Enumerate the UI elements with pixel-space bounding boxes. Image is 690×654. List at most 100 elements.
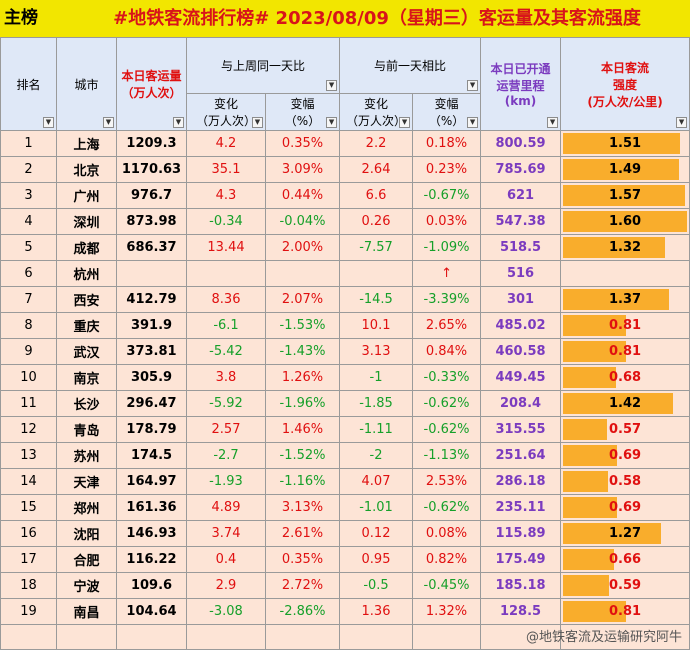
city-cell[interactable]: 西安 [56, 286, 117, 313]
city-cell[interactable]: 北京 [56, 156, 117, 183]
city-cell[interactable]: 上海 [56, 130, 117, 157]
rank-cell[interactable]: 2 [0, 156, 57, 183]
volume-cell[interactable]: 373.81 [116, 338, 187, 365]
mileage-cell[interactable]: 621 [480, 182, 562, 209]
filter-dropdown-icon[interactable]: ▼ [173, 117, 184, 128]
day-pct-cell[interactable]: 0.18% [412, 130, 482, 157]
rank-cell[interactable]: 14 [0, 468, 57, 495]
day-change-cell[interactable]: -14.5 [339, 286, 414, 313]
header-week-group[interactable]: 与上周同一天比 ▼ [185, 37, 341, 94]
day-change-cell[interactable]: 0.12 [339, 520, 414, 547]
rank-cell[interactable]: 7 [0, 286, 57, 313]
mileage-cell[interactable]: 175.49 [480, 546, 562, 573]
mileage-cell[interactable]: 301 [480, 286, 562, 313]
week-pct-cell[interactable]: 2.61% [264, 520, 341, 547]
city-cell[interactable]: 南昌 [56, 598, 117, 625]
day-pct-cell[interactable]: -1.09% [412, 234, 482, 261]
volume-cell[interactable]: 391.9 [116, 312, 187, 339]
table-cell-empty[interactable] [0, 624, 57, 650]
week-change-cell[interactable]: -3.08 [186, 598, 266, 625]
intensity-cell[interactable]: 0.81 [560, 598, 690, 625]
table-cell-empty[interactable] [264, 624, 341, 650]
day-pct-cell[interactable]: -0.62% [412, 390, 482, 417]
week-change-cell[interactable]: -5.42 [186, 338, 266, 365]
table-cell-empty[interactable] [480, 624, 562, 650]
week-pct-cell[interactable]: 2.72% [264, 572, 341, 599]
rank-cell[interactable]: 15 [0, 494, 57, 521]
intensity-cell[interactable]: 0.69 [560, 442, 690, 469]
city-cell[interactable]: 沈阳 [56, 520, 117, 547]
day-change-cell[interactable]: 1.36 [339, 598, 414, 625]
filter-dropdown-icon[interactable]: ▼ [103, 117, 114, 128]
day-change-cell[interactable]: 6.6 [339, 182, 414, 209]
week-pct-cell[interactable]: 1.26% [264, 364, 341, 391]
filter-dropdown-icon[interactable]: ▼ [252, 117, 263, 128]
city-cell[interactable]: 天津 [56, 468, 117, 495]
week-change-cell[interactable]: 2.9 [186, 572, 266, 599]
week-pct-cell[interactable] [264, 260, 341, 287]
week-pct-cell[interactable]: -0.04% [264, 208, 341, 235]
header-rank[interactable]: 排名 ▼ [0, 37, 57, 131]
rank-cell[interactable]: 19 [0, 598, 57, 625]
week-change-cell[interactable]: 4.2 [186, 130, 266, 157]
mileage-cell[interactable]: 315.55 [480, 416, 562, 443]
day-pct-cell[interactable]: -1.13% [412, 442, 482, 469]
week-change-cell[interactable]: 4.3 [186, 182, 266, 209]
week-pct-cell[interactable]: 0.44% [264, 182, 341, 209]
week-change-cell[interactable]: 4.89 [186, 494, 266, 521]
day-pct-cell[interactable]: -0.45% [412, 572, 482, 599]
week-pct-cell[interactable]: 0.35% [264, 546, 341, 573]
week-change-cell[interactable]: -6.1 [186, 312, 266, 339]
header-week-pct[interactable]: 变幅 （%） ▼ [264, 93, 341, 131]
day-pct-cell[interactable]: 2.53% [412, 468, 482, 495]
week-pct-cell[interactable]: 2.00% [264, 234, 341, 261]
rank-cell[interactable]: 18 [0, 572, 57, 599]
rank-cell[interactable]: 10 [0, 364, 57, 391]
day-pct-cell[interactable]: -0.62% [412, 416, 482, 443]
week-change-cell[interactable]: 3.74 [186, 520, 266, 547]
week-pct-cell[interactable]: -1.52% [264, 442, 341, 469]
volume-cell[interactable]: 1209.3 [116, 130, 187, 157]
week-change-cell[interactable]: 8.36 [186, 286, 266, 313]
day-change-cell[interactable]: 2.2 [339, 130, 414, 157]
week-change-cell[interactable]: -0.34 [186, 208, 266, 235]
city-cell[interactable]: 武汉 [56, 338, 117, 365]
mileage-cell[interactable]: 485.02 [480, 312, 562, 339]
city-cell[interactable]: 长沙 [56, 390, 117, 417]
intensity-cell[interactable]: 1.37 [560, 286, 690, 313]
week-change-cell[interactable]: 3.8 [186, 364, 266, 391]
intensity-cell[interactable]: 0.69 [560, 494, 690, 521]
table-cell-empty[interactable] [560, 624, 690, 650]
intensity-cell[interactable]: 1.51 [560, 130, 690, 157]
day-change-cell[interactable]: 0.26 [339, 208, 414, 235]
filter-dropdown-icon[interactable]: ▼ [467, 117, 479, 128]
filter-dropdown-icon[interactable]: ▼ [326, 117, 338, 128]
day-change-cell[interactable]: -1.85 [339, 390, 414, 417]
day-change-cell[interactable]: -1.11 [339, 416, 414, 443]
header-week-change[interactable]: 变化 （万人次） ▼ [186, 93, 266, 131]
volume-cell[interactable]: 161.36 [116, 494, 187, 521]
intensity-cell[interactable]: 0.58 [560, 468, 690, 495]
day-pct-cell[interactable]: ↑ [412, 260, 482, 287]
city-cell[interactable]: 苏州 [56, 442, 117, 469]
volume-cell[interactable]: 174.5 [116, 442, 187, 469]
day-change-cell[interactable]: -1 [339, 364, 414, 391]
day-pct-cell[interactable]: 2.65% [412, 312, 482, 339]
day-pct-cell[interactable]: -0.33% [412, 364, 482, 391]
mileage-cell[interactable]: 286.18 [480, 468, 562, 495]
header-intensity[interactable]: 本日客流 强度 (万人次/公里) ▼ [560, 37, 690, 131]
intensity-cell[interactable]: 1.57 [560, 182, 690, 209]
rank-cell[interactable]: 9 [0, 338, 57, 365]
volume-cell[interactable]: 296.47 [116, 390, 187, 417]
volume-cell[interactable]: 976.7 [116, 182, 187, 209]
day-change-cell[interactable]: 3.13 [339, 338, 414, 365]
intensity-cell[interactable]: 0.81 [560, 312, 690, 339]
rank-cell[interactable]: 13 [0, 442, 57, 469]
city-cell[interactable]: 合肥 [56, 546, 117, 573]
week-change-cell[interactable]: 35.1 [186, 156, 266, 183]
rank-cell[interactable]: 8 [0, 312, 57, 339]
city-cell[interactable]: 青岛 [56, 416, 117, 443]
header-mileage[interactable]: 本日已开通 运营里程 (km) ▼ [480, 37, 562, 131]
mileage-cell[interactable]: 460.58 [480, 338, 562, 365]
week-change-cell[interactable]: 13.44 [186, 234, 266, 261]
